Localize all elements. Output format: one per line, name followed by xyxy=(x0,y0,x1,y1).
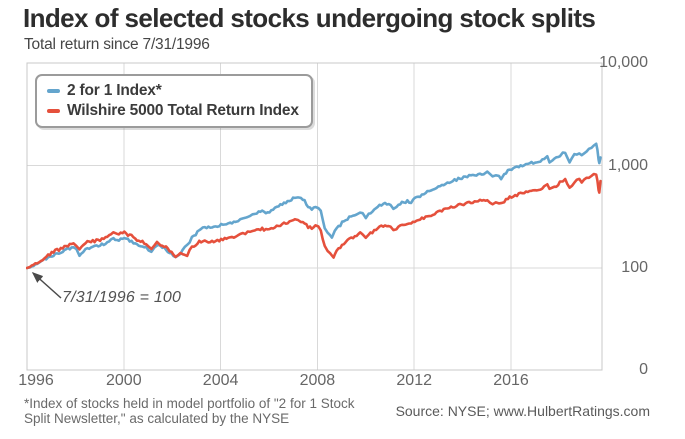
x-tick-2004: 2004 xyxy=(202,372,239,389)
y-tick-1000: 1,000 xyxy=(607,156,648,174)
base-value-annotation: 7/31/1996 = 100 xyxy=(62,289,182,306)
chart-subtitle: Total return since 7/31/1996 xyxy=(24,36,210,53)
chart-legend: 2 for 1 Index* Wilshire 5000 Total Retur… xyxy=(35,74,313,128)
y-tick-0: 0 xyxy=(639,361,648,378)
x-tick-2008: 2008 xyxy=(299,372,336,389)
page-title: Index of selected stocks undergoing stoc… xyxy=(23,3,596,33)
annotation-arrow xyxy=(31,272,62,299)
footnote-line-1: *Index of stocks held in model portfolio… xyxy=(24,396,355,411)
legend-item-wilshire: Wilshire 5000 Total Return Index xyxy=(47,101,299,121)
legend-item-2for1: 2 for 1 Index* xyxy=(47,81,299,101)
series-line-2for1-index xyxy=(26,142,602,270)
legend-swatch-red-icon xyxy=(47,109,60,113)
series-line-wilshire-5000 xyxy=(26,172,602,270)
footnote-line-2: Split Newsletter," as calculated by the … xyxy=(24,410,290,426)
y-tick-10000: 10,000 xyxy=(599,54,648,71)
y-tick-100: 100 xyxy=(621,259,648,276)
legend-swatch-blue-icon xyxy=(47,89,60,93)
x-tick-2012: 2012 xyxy=(396,372,432,389)
source-credit: Source: NYSE; www.HulbertRatings.com xyxy=(395,403,650,419)
legend-label: Wilshire 5000 Total Return Index xyxy=(67,102,299,119)
x-tick-2000: 2000 xyxy=(106,372,142,389)
legend-label: 2 for 1 Index* xyxy=(67,82,162,99)
x-tick-1996: 1996 xyxy=(18,372,54,389)
x-tick-2016: 2016 xyxy=(493,372,529,389)
plot-border xyxy=(26,62,603,371)
footnote: *Index of stocks held in model portfolio… xyxy=(24,396,355,426)
